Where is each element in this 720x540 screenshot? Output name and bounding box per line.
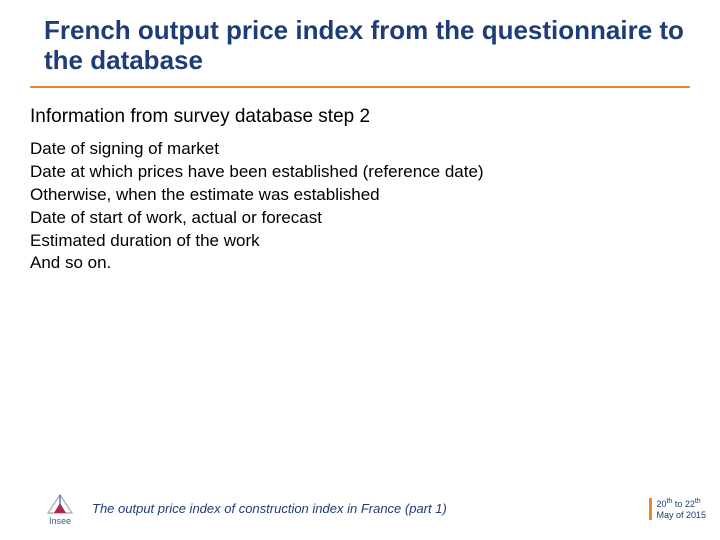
body-line: Date of signing of market — [30, 138, 720, 161]
slide: French output price index from the quest… — [0, 0, 720, 540]
date-part: to 22 — [672, 499, 695, 509]
body-line: Estimated duration of the work — [30, 230, 720, 253]
body-text: Date of signing of market Date at which … — [30, 138, 720, 276]
date-sup: th — [695, 498, 701, 505]
date-part: 20 — [656, 499, 666, 509]
footer-caption: The output price index of construction i… — [92, 501, 447, 516]
body-line: Date of start of work, actual or forecas… — [30, 207, 720, 230]
page-title: French output price index from the quest… — [44, 16, 690, 76]
title-block: French output price index from the quest… — [0, 0, 720, 76]
insee-logo-icon — [46, 493, 74, 515]
logo: Insee — [42, 493, 78, 526]
body-line: Otherwise, when the estimate was establi… — [30, 184, 720, 207]
date-line2: May of 2015 — [656, 510, 706, 520]
body-line: And so on. — [30, 252, 720, 275]
body-line: Date at which prices have been establish… — [30, 161, 720, 184]
subtitle: Information from survey database step 2 — [30, 106, 720, 128]
title-divider — [30, 86, 690, 88]
logo-label: Insee — [42, 516, 78, 526]
footer-date: 20th to 22th May of 2015 — [649, 498, 706, 520]
footer: Insee The output price index of construc… — [0, 480, 720, 526]
